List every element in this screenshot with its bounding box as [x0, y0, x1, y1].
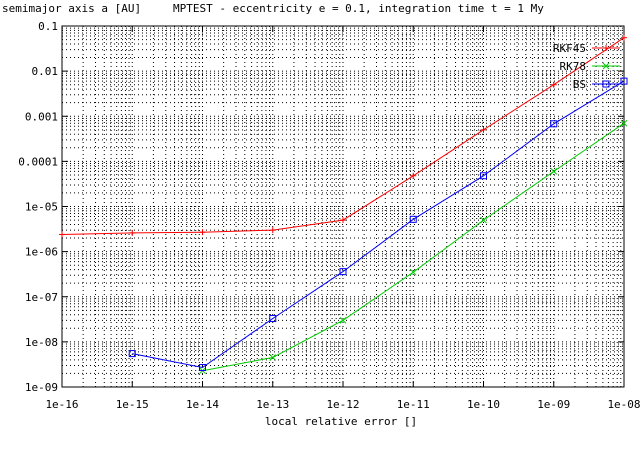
x-tick-label: 1e-09 [537, 398, 570, 411]
chart-title: MPTEST - eccentricity e = 0.1, integrati… [173, 2, 544, 15]
y-tick-label: 0.1 [38, 20, 58, 33]
series-line-bs [132, 80, 625, 369]
legend-label-bs: BS [573, 78, 586, 91]
legend: RKF45 RK78 BS [553, 42, 620, 91]
y-tick-label: 1e-06 [25, 246, 58, 259]
legend-marker-rkf45 [603, 45, 609, 51]
legend-label-rkf45: RKF45 [553, 42, 586, 55]
x-tick-label: 1e-12 [326, 398, 359, 411]
data-point-bs [550, 120, 558, 128]
y-tick-label: 1e-05 [25, 201, 58, 214]
series-rkf45 [59, 34, 627, 238]
data-point-bs [620, 77, 628, 85]
data-point-rkf45 [199, 229, 206, 236]
legend-marker-rk78 [602, 62, 610, 70]
data-point-rk78 [409, 268, 417, 276]
data-point-rk78-b [480, 216, 487, 224]
x-tick-label: 1e-15 [116, 398, 149, 411]
y-tick-label: 0.01 [32, 65, 59, 78]
series-rk78 [199, 119, 628, 375]
x-tick-label: 1e-11 [397, 398, 430, 411]
data-point-rk78-b [339, 316, 347, 324]
x-tick-label: 1e-16 [45, 398, 78, 411]
data-point-rk78 [269, 354, 277, 361]
data-point-rkf45 [129, 229, 136, 236]
data-point-rk78 [480, 216, 487, 224]
x-tick-label: 1e-08 [607, 398, 640, 411]
legend-marker-bs [602, 80, 610, 88]
legend-item-rkf45: RKF45 [553, 42, 620, 55]
x-tick-label: 1e-14 [186, 398, 219, 411]
legend-label-rk78: RK78 [560, 60, 587, 73]
data-point-rk78 [339, 316, 347, 324]
data-point-bs [339, 268, 347, 276]
y-axis-label: semimajor axis a [AU] [2, 2, 141, 15]
plot-series [59, 34, 628, 375]
data-point-rkf45 [59, 231, 65, 238]
y-tick-label: 0.0001 [18, 155, 58, 168]
x-tick-label: 1e-10 [467, 398, 500, 411]
y-tick-label: 1e-08 [25, 336, 58, 349]
data-point-rk78-b [409, 268, 417, 276]
legend-item-bs: BS [573, 78, 620, 91]
data-point-bs [128, 350, 136, 358]
data-point-rkf45 [269, 227, 276, 234]
x-axis-label: local relative error [] [265, 415, 417, 428]
x-tick-label: 1e-13 [256, 398, 289, 411]
data-point-bs [199, 364, 206, 372]
data-point-bs [480, 172, 487, 180]
data-point-rkf45 [410, 172, 417, 179]
data-point-rkf45 [550, 81, 557, 88]
series-bs [128, 77, 628, 372]
data-point-bs [409, 215, 417, 223]
data-point-bs [269, 314, 277, 322]
data-point-rk78 [550, 168, 558, 175]
data-point-rkf45 [480, 126, 487, 133]
axes: 1e-16 1e-15 1e-14 1e-13 1e-12 1e-11 1e-10 1e-09… [18, 20, 640, 411]
data-point-rkf45 [340, 217, 346, 224]
grid [62, 26, 624, 387]
legend-marker-rk78-b [602, 62, 610, 70]
data-point-rk78-b [269, 354, 277, 361]
y-tick-label: 0.001 [25, 110, 58, 123]
legend-item-rk78: RK78 [560, 60, 620, 73]
y-tick-label: 1e-07 [25, 291, 58, 304]
data-point-rk78-b [550, 168, 558, 175]
data-point-rkf45 [621, 34, 627, 41]
series-line-rkf45 [61, 37, 625, 235]
data-point-rk78 [620, 119, 628, 127]
y-tick-label: 1e-09 [25, 381, 58, 394]
data-point-rk78-b [620, 119, 628, 127]
